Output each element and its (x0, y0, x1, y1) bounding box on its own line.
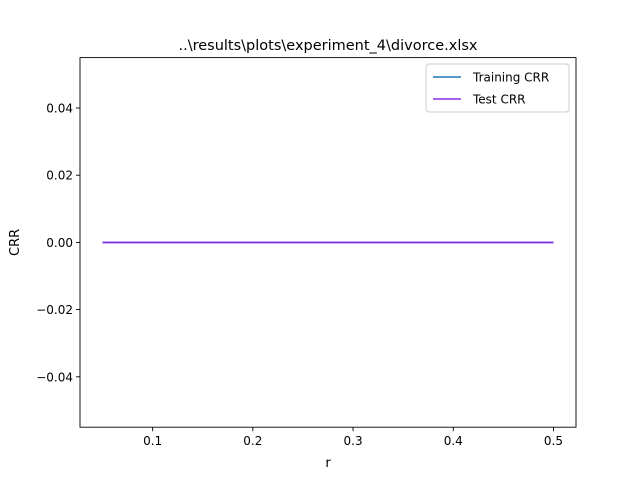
x-tick-label: 0.3 (344, 434, 363, 448)
x-tick-label: 0.1 (143, 434, 162, 448)
y-tick-label: 0.00 (46, 236, 73, 250)
legend-label-1: Training CRR (472, 71, 549, 85)
x-axis-label: r (325, 456, 331, 471)
x-tick-label: 0.4 (444, 434, 463, 448)
y-tick-label: −0.04 (36, 370, 73, 384)
x-tick-label: 0.2 (243, 434, 262, 448)
legend-label-2: Test CRR (472, 93, 526, 107)
legend: Training CRR Test CRR (425, 63, 570, 113)
y-tick-label: 0.04 (46, 102, 73, 116)
y-tick-label: −0.02 (36, 303, 73, 317)
y-axis-ticks: −0.04 −0.02 0.00 0.02 0.04 (36, 102, 80, 384)
chart-title: ..\results\plots\experiment_4\divorce.xl… (178, 38, 477, 54)
x-tick-label: 0.5 (544, 434, 563, 448)
x-axis-ticks: 0.1 0.2 0.3 0.4 0.5 (143, 427, 563, 448)
y-tick-label: 0.02 (46, 169, 73, 183)
y-axis-label: CRR (8, 229, 23, 256)
legend-box (425, 63, 570, 113)
